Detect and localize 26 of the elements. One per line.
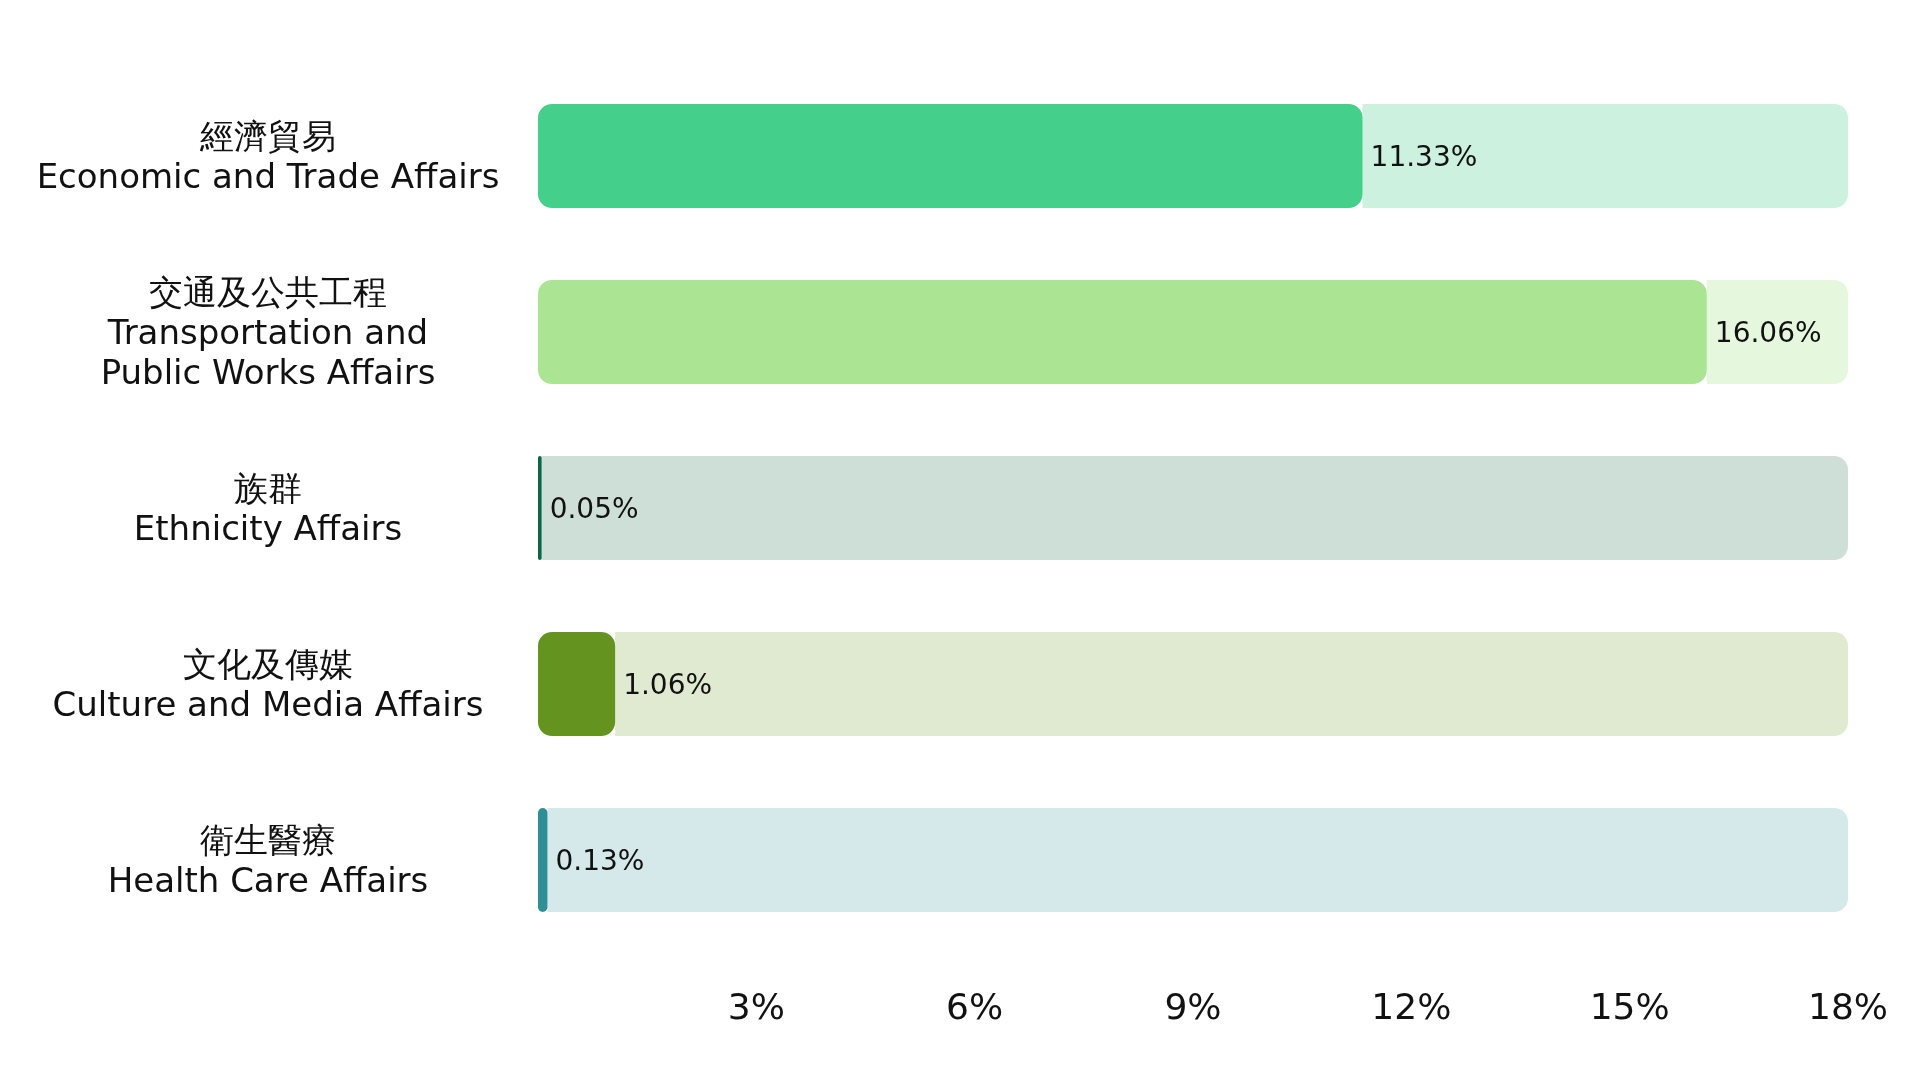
- data-label: 1.06%: [623, 667, 713, 701]
- y-tick-label: 經濟貿易 Economic and Trade Affairs: [36, 116, 500, 196]
- bar: [538, 280, 1707, 384]
- data-label: 0.13%: [555, 843, 645, 877]
- data-label: 16.06%: [1714, 315, 1822, 349]
- bar: [1706, 280, 1848, 384]
- bar: [547, 808, 1848, 912]
- bar: [541, 456, 1848, 560]
- bar: [538, 456, 542, 560]
- x-tick-label: 6%: [946, 985, 1004, 1027]
- y-tick-label: 文化及傳媒 Culture and Media Affairs: [52, 644, 484, 724]
- y-tick-label: 族群 Ethnicity Affairs: [133, 468, 403, 548]
- y-tick-label: 衛生醫療 Health Care Affairs: [107, 820, 429, 900]
- bar: [538, 104, 1363, 208]
- bar: [615, 632, 1848, 736]
- x-tick-label: 9%: [1164, 985, 1222, 1027]
- x-tick-label: 3%: [727, 985, 785, 1027]
- x-tick-label: 18%: [1807, 985, 1889, 1027]
- y-tick-label: 交通及公共工程 Transportation and Public Works Affairs: [100, 272, 436, 392]
- x-tick-label: 15%: [1589, 985, 1670, 1027]
- bar: [538, 808, 548, 912]
- data-label: 0.05%: [549, 491, 639, 525]
- data-label: 11.33%: [1370, 139, 1478, 173]
- bar: [1362, 104, 1848, 208]
- x-tick-label: 12%: [1371, 985, 1452, 1027]
- bar: [538, 632, 616, 736]
